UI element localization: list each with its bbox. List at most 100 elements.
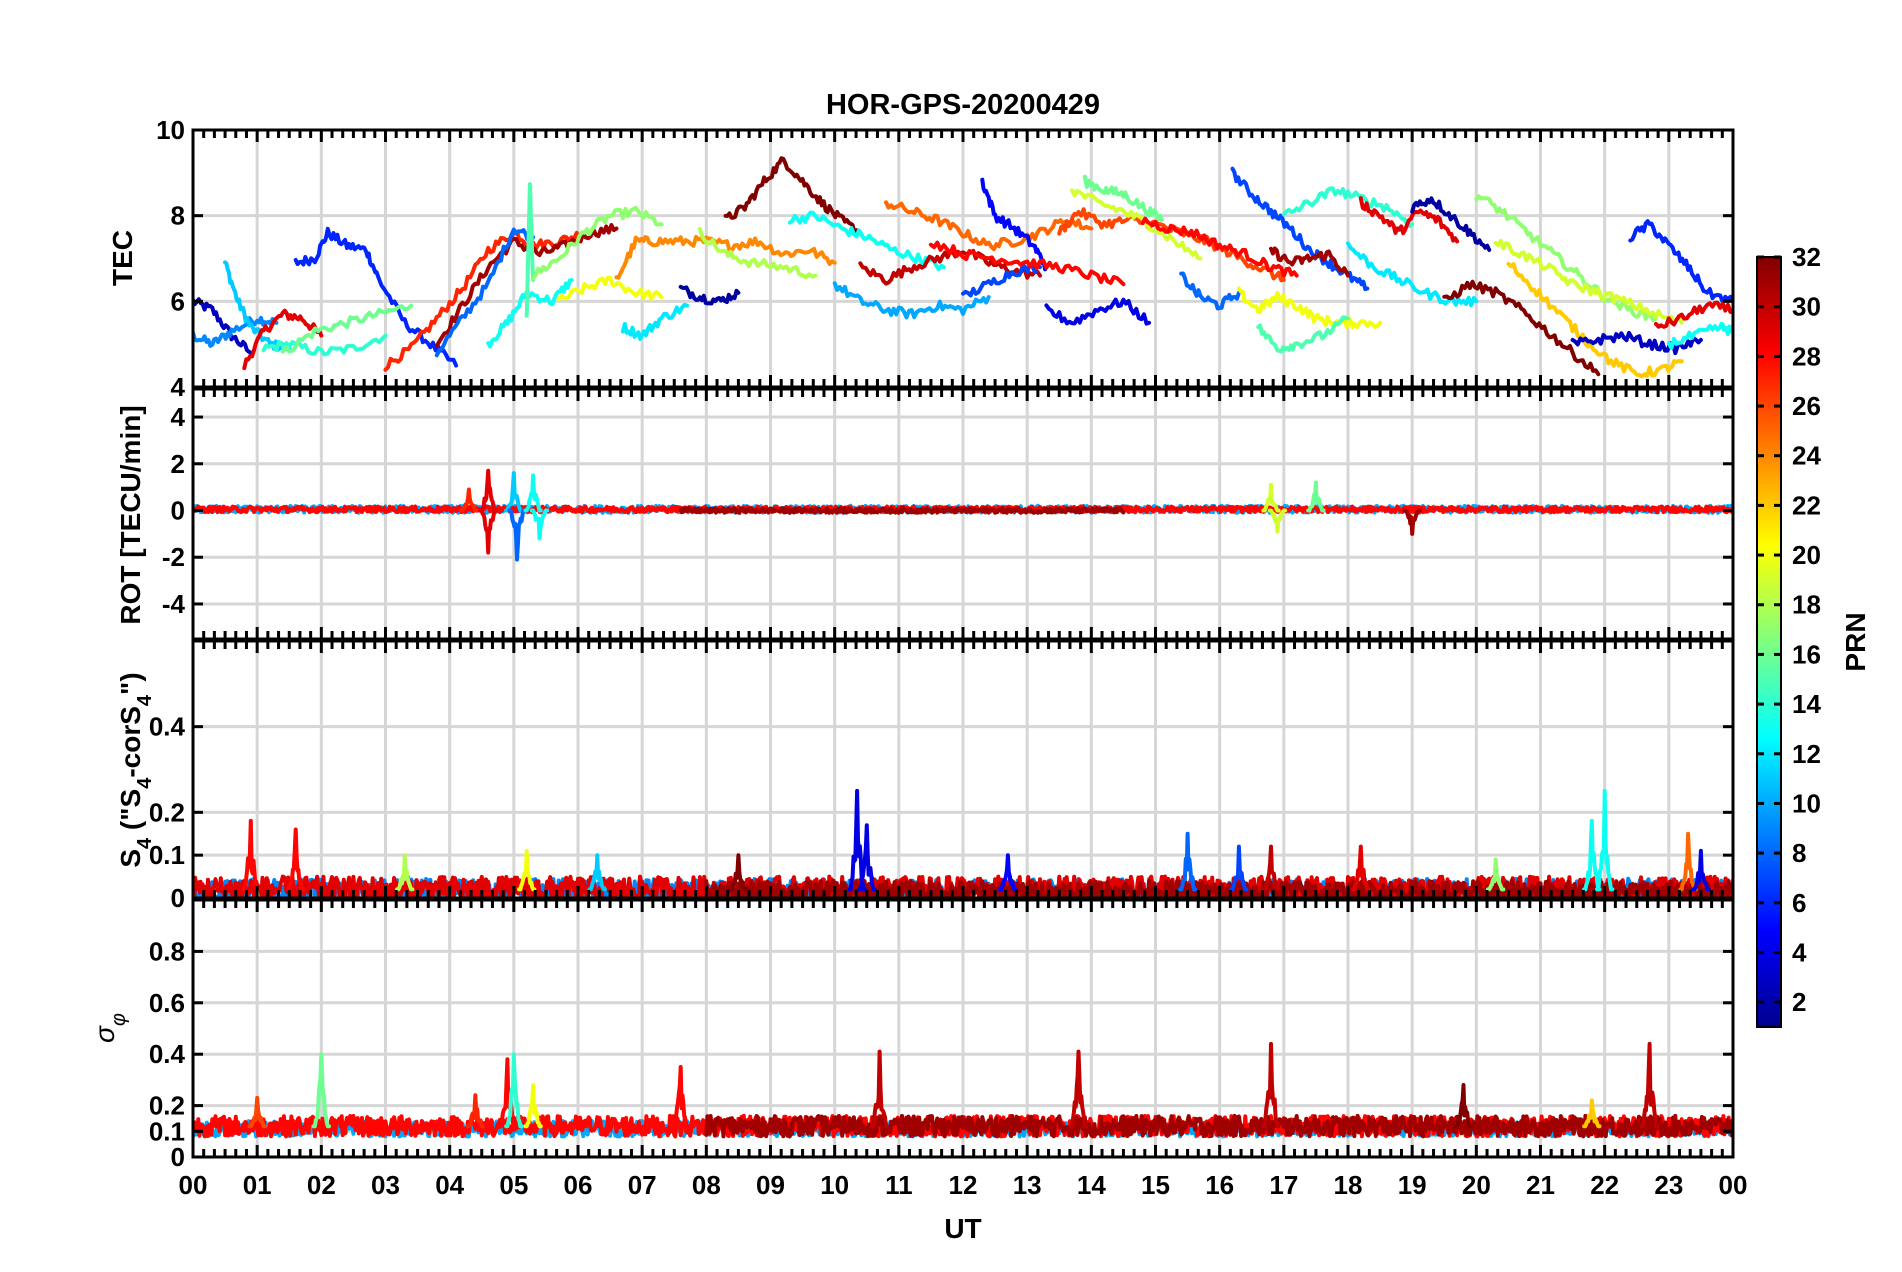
tec-series-prn-13-47 [1666,321,1733,350]
colorbar-label: PRN [1840,612,1871,671]
rot-grid [193,389,1733,639]
s4-y-tick-labels: 0 0.1 0.2 0.4 [149,712,186,913]
colorbar-tick-label: 26 [1792,391,1821,421]
tec-axes-frame [191,128,1735,389]
tec-series-prn-32-18 [723,156,863,236]
s4-label-part-2: ("S [115,789,146,838]
s4-burst-prn-4-7 [857,823,877,892]
tec-series-prn-31-35 [1269,246,1350,278]
tec-series-prn-20-13 [556,275,664,302]
colorbar-tick-label: 28 [1792,341,1821,371]
x-tick-label: 09 [756,1170,785,1200]
sigma-burst-prn-30-7 [1261,1041,1281,1129]
s4-label-part-5: 4 [134,694,156,706]
s4-burst-prn-18-2 [395,853,415,892]
rot-axes-frame [191,387,1735,641]
sigma-burst-prn-30-6 [1068,1049,1089,1129]
s4-burst-prn-20-3 [517,848,537,892]
sigma-burst-prn-30-5 [869,1049,890,1129]
colorbar-tick-label: 8 [1792,838,1806,868]
s4-burst-prn-30-11 [1261,844,1281,892]
x-tick-label: 14 [1077,1170,1106,1200]
tec-series-prn-8-9 [434,227,536,358]
y-tick-label: 0.2 [149,1091,185,1121]
x-tick-label: 17 [1269,1170,1298,1200]
x-tick-label: 23 [1654,1170,1683,1200]
tec-series-prn-16-6 [280,303,414,354]
panel-tec: 4 6 8 10 TEC [107,115,1735,402]
rot-burst-prn-27-4 [459,487,479,513]
x-tick-label: 21 [1526,1170,1555,1200]
x-tick-label: 20 [1462,1170,1491,1200]
s4-label-part-6: ") [115,672,146,695]
x-tick-label: 13 [1013,1170,1042,1200]
x-tick-label: 04 [435,1170,464,1200]
y-tick-label: 0.4 [149,1039,186,1069]
tec-series-prn-19-42 [1493,238,1684,325]
x-tick-label: 15 [1141,1170,1170,1200]
rot-y-axis-title: ROT [TECU/min] [115,405,146,624]
rot-burst-prn-8-3 [507,508,527,562]
tec-series-prn-2-16 [678,284,741,306]
s4-label-part-4: -corS [115,706,146,778]
panel-rot: -4 -2 0 2 4 ROT [TECU/min] [115,387,1735,641]
colorbar-gradient [1756,256,1782,1028]
y-tick-label: 0.2 [149,797,185,827]
y-tick-label: 0 [171,495,185,525]
sigma-burst-prn-30-9 [1639,1041,1660,1129]
colorbar-tick-label: 12 [1792,739,1821,769]
s4-burst-prn-32-5 [728,853,749,892]
tec-series-prn-17-41 [1474,194,1658,323]
tec-series-prn-25-22 [884,200,1094,252]
sigma-burst-prn-28-4 [671,1065,691,1129]
tec-series-prn-19-28 [1070,188,1203,261]
y-tick-label: -2 [162,542,185,572]
y-tick-label: 10 [156,115,185,145]
x-axis-title: UT [944,1213,981,1244]
y-tick-label: 4 [171,402,186,432]
y-tick-label: 0 [171,1142,185,1172]
s4-burst-prn-29-12 [1351,844,1371,892]
s4-grid [193,641,1733,898]
tec-series-prn-29-46 [1654,300,1733,329]
tec-series-prn-12-15 [620,302,690,341]
x-tick-label: 22 [1590,1170,1619,1200]
x-tick-label: 10 [820,1170,849,1200]
sigma-label-part-1: φ [108,1013,130,1026]
s4-burst-prn-8-9 [1177,831,1198,892]
tec-series-prn-14-36 [1281,186,1415,229]
x-tick-label: 00 [1719,1170,1748,1200]
s4-burst-prn-28-1 [286,827,306,892]
tec-series-prn-13-10 [486,277,574,349]
rot-burst-prn-16-9 [1306,480,1326,513]
y-tick-label: 2 [171,449,185,479]
s4-axes-frame [191,639,1735,900]
panel-s4: 00.10.20.4 S4 ("S4-corS4") [115,639,1735,913]
tec-series-prn-15-11 [524,182,536,318]
colorbar-tick-label: 22 [1792,490,1821,520]
colorbar-tick-label: 14 [1792,689,1821,719]
tec-series-prn-20-33 [1236,286,1383,330]
tec-series-prn-3-0 [193,297,253,355]
s4-y-axis-title: S4 ("S4-corS4") [115,672,156,867]
s4-burst-prn-25-16 [1678,831,1698,892]
s4-burst-prn-17-13 [1485,857,1506,892]
tec-series-prn-16-29 [1082,174,1164,222]
x-tick-label: 07 [628,1170,657,1200]
colorbar-tick-label: 24 [1792,441,1821,471]
y-tick-label: 4 [171,372,186,402]
s4-burst-prn-7-10 [1229,844,1249,892]
tec-series-prn-24-14 [614,234,837,280]
sigma-burst-prn-28-1 [497,1057,518,1129]
tec-series-prn-32-40 [1442,279,1601,377]
sigma-lines [193,1041,1733,1139]
rot-burst-prn-31-10 [1402,508,1422,536]
tec-series-prn-18-17 [697,226,818,280]
sigma-axes-frame [191,898,1735,1159]
sigma-noise-prn-31-2 [704,1113,1733,1139]
x-tick-labels: 00 01 02 03 04 05 06 07 08 09 10 11 12 13 14 15 16 17 18 19… [179,1170,1748,1200]
rot-y-tick-labels: -4 -2 0 2 4 [162,402,186,619]
tec-series-prn-5-23 [980,177,1049,272]
x-tick-label: 02 [307,1170,336,1200]
